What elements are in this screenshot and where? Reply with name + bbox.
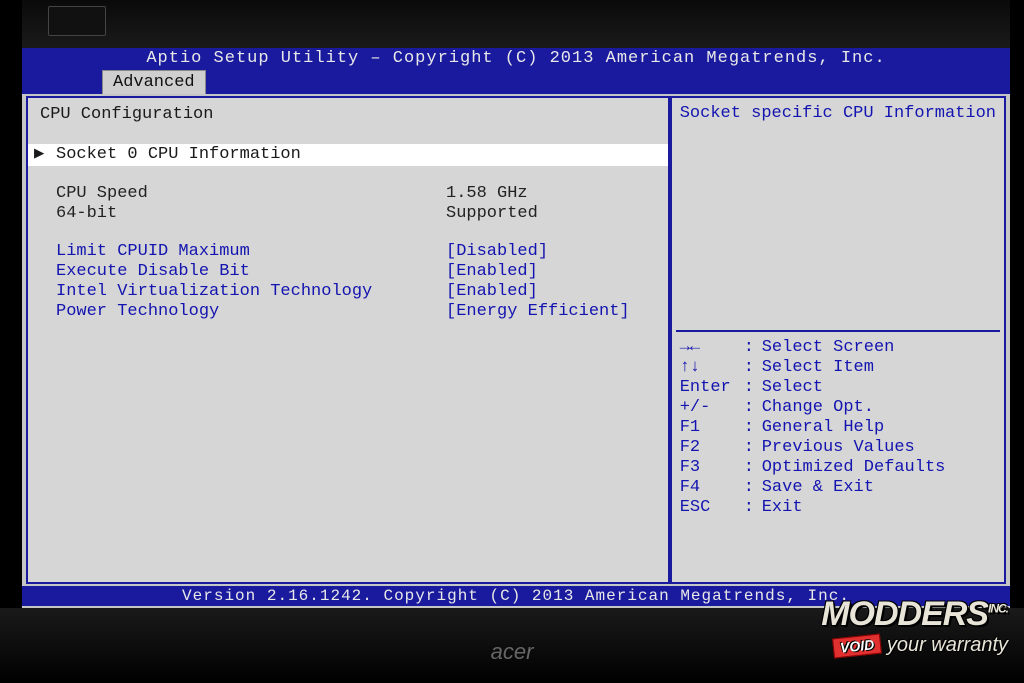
submenu-label: Socket 0 CPU Information xyxy=(56,144,301,166)
option-limit-cpuid-maximum[interactable]: Limit CPUID Maximum [Disabled] xyxy=(28,242,668,262)
bios-header: Aptio Setup Utility – Copyright (C) 2013… xyxy=(22,48,1010,70)
info-cpu-speed: CPU Speed 1.58 GHz xyxy=(28,184,668,204)
section-title: CPU Configuration xyxy=(28,104,668,126)
option-label: Power Technology xyxy=(56,302,446,322)
bios-screen: Aptio Setup Utility – Copyright (C) 2013… xyxy=(22,48,1010,608)
right-panel: Socket specific CPU Information →←:Selec… xyxy=(670,96,1006,584)
help-keys: →←:Select Screen ↑↓:Select Item Enter:Se… xyxy=(672,332,1004,582)
option-value: [Enabled] xyxy=(446,262,538,282)
option-value: [Enabled] xyxy=(446,282,538,302)
option-label: Limit CPUID Maximum xyxy=(56,242,446,262)
info-64bit: 64-bit Supported xyxy=(28,204,668,224)
help-f1: F1:General Help xyxy=(680,418,996,438)
monitor-bezel-top xyxy=(0,0,1024,48)
submenu-arrow-icon: ▶ xyxy=(28,144,56,166)
help-change-opt: +/-:Change Opt. xyxy=(680,398,996,418)
help-f4: F4:Save & Exit xyxy=(680,478,996,498)
watermark: MODDERSINC. VOIDyour warranty xyxy=(821,595,1008,657)
option-intel-virtualization[interactable]: Intel Virtualization Technology [Enabled… xyxy=(28,282,668,302)
help-enter: Enter:Select xyxy=(680,378,996,398)
watermark-brand: MODDERSINC. xyxy=(821,595,1008,634)
monitor-bezel-left xyxy=(0,0,22,683)
info-label: CPU Speed xyxy=(56,184,446,204)
monitor-brand-logo: acer xyxy=(491,639,534,665)
option-value: [Energy Efficient] xyxy=(446,302,630,322)
option-execute-disable-bit[interactable]: Execute Disable Bit [Enabled] xyxy=(28,262,668,282)
help-esc: ESC:Exit xyxy=(680,498,996,518)
option-label: Execute Disable Bit xyxy=(56,262,446,282)
void-stamp: VOID xyxy=(832,634,882,659)
main-area: CPU Configuration ▶ Socket 0 CPU Informa… xyxy=(22,94,1010,586)
submenu-socket0-cpu-info[interactable]: ▶ Socket 0 CPU Information xyxy=(28,144,668,166)
help-f3: F3:Optimized Defaults xyxy=(680,458,996,478)
watermark-tagline: VOIDyour warranty xyxy=(821,634,1008,657)
tab-advanced[interactable]: Advanced xyxy=(102,70,206,94)
help-select-item: ↑↓:Select Item xyxy=(680,358,996,378)
monitor-bezel-right xyxy=(1010,0,1024,683)
item-description: Socket specific CPU Information xyxy=(672,98,1004,330)
left-panel: CPU Configuration ▶ Socket 0 CPU Informa… xyxy=(26,96,670,584)
info-label: 64-bit xyxy=(56,204,446,224)
hdmi-badge xyxy=(48,6,106,36)
option-label: Intel Virtualization Technology xyxy=(56,282,446,302)
help-f2: F2:Previous Values xyxy=(680,438,996,458)
option-value: [Disabled] xyxy=(446,242,548,262)
tab-row: Advanced xyxy=(22,70,1010,94)
info-value: 1.58 GHz xyxy=(446,184,528,204)
option-power-technology[interactable]: Power Technology [Energy Efficient] xyxy=(28,302,668,322)
info-value: Supported xyxy=(446,204,538,224)
help-select-screen: →←:Select Screen xyxy=(680,338,996,358)
